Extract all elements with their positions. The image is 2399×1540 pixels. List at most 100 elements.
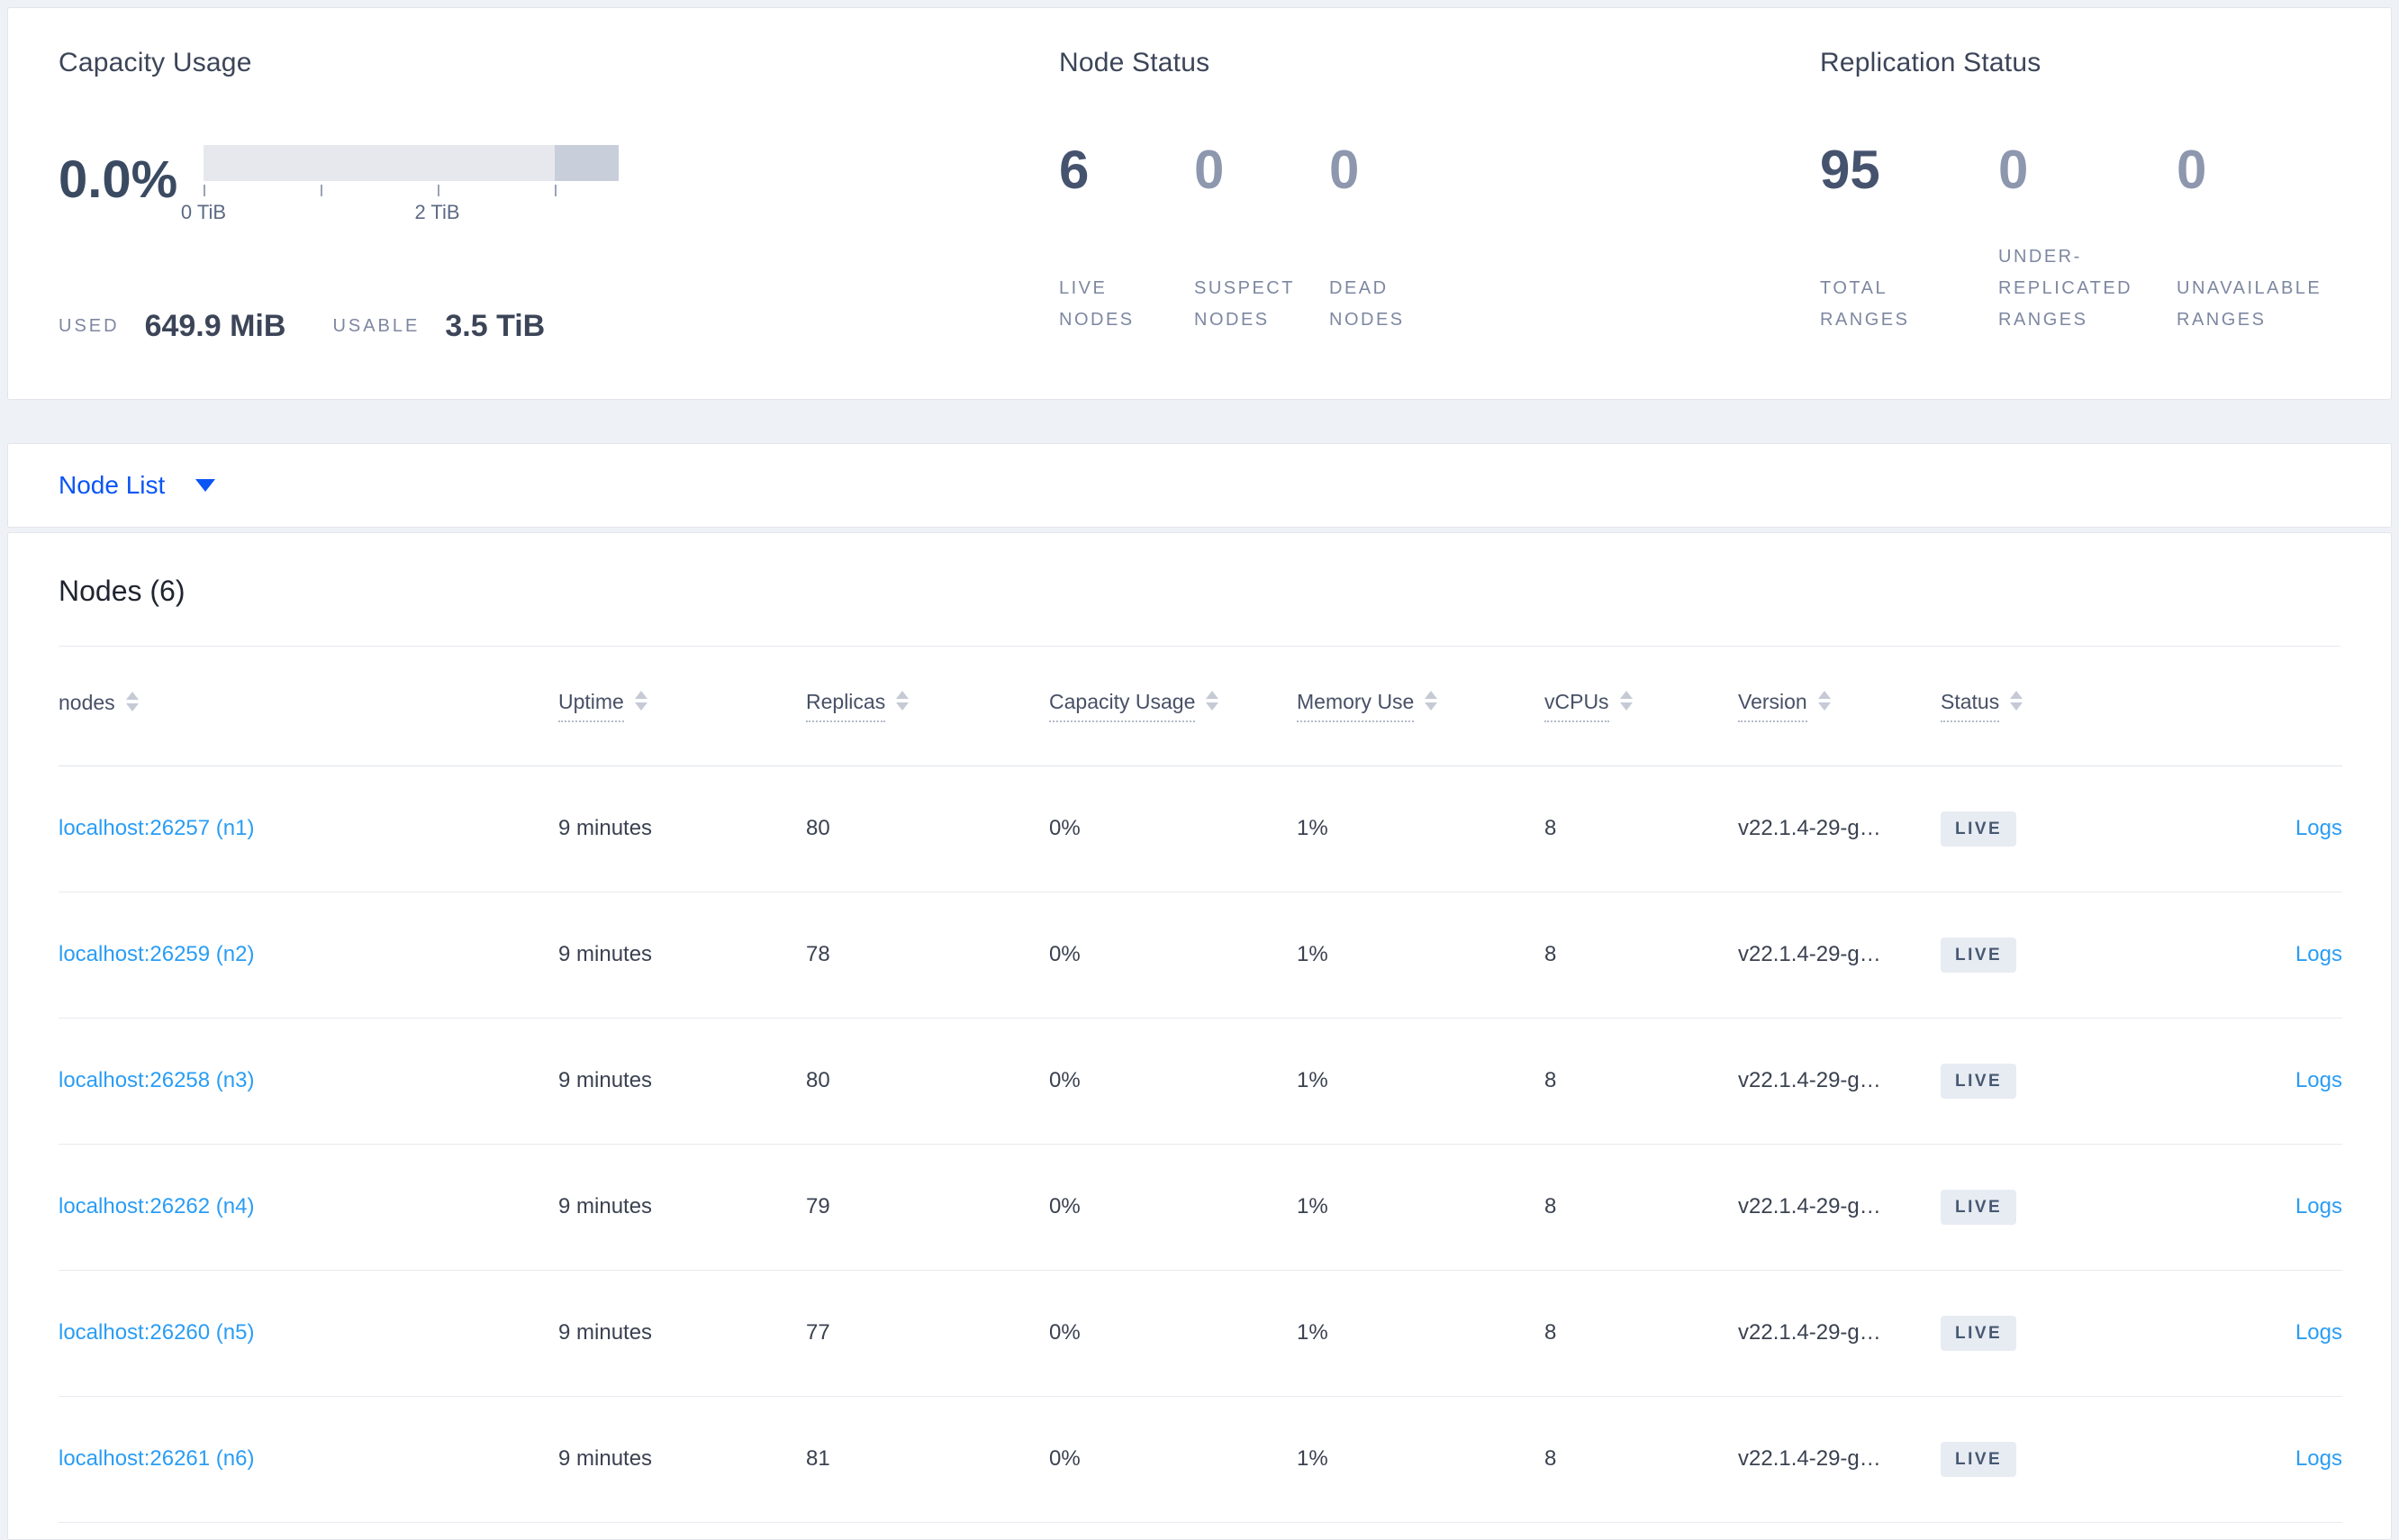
status-badge: LIVE [1941, 1441, 2017, 1477]
stat-label: TOTAL RANGES [1820, 278, 1910, 330]
status-badge: LIVE [1941, 1315, 2017, 1351]
node-link[interactable]: localhost:26257 (n1) [59, 816, 255, 840]
sort-icon [2010, 690, 2023, 711]
uptime-cell: 9 minutes [558, 1270, 806, 1397]
uptime-cell: 9 minutes [558, 1396, 806, 1523]
column-header-nodes[interactable]: nodes [59, 647, 558, 766]
sort-icon [1817, 690, 1831, 711]
node-status-title: Node Status [1059, 48, 1210, 77]
stat-suspect-nodes: 0 SUSPECT NODES [1194, 143, 1329, 336]
version-cell: v22.1.4-29-g… [1738, 1018, 1941, 1145]
version-cell: v22.1.4-29-g… [1738, 892, 1941, 1019]
used-label: USED [59, 316, 120, 336]
table-row: localhost:26258 (n3) 9 minutes 80 0% 1% … [59, 1018, 2342, 1145]
replication-status-panel: Replication Status 95 TOTAL RANGES 0 UND… [1820, 48, 2355, 363]
stat-dead-nodes: 0 DEAD NODES [1329, 143, 1464, 336]
memory-cell: 1% [1297, 1270, 1544, 1397]
stat-value: 0 [1998, 140, 2029, 200]
uptime-cell: 9 minutes [558, 1144, 806, 1271]
used-value: 649.9 MiB [144, 309, 286, 343]
nodes-count-title: Nodes (6) [59, 575, 186, 607]
axis-tick [554, 185, 557, 196]
sort-icon [1619, 690, 1633, 711]
status-badge: LIVE [1941, 937, 2017, 973]
capacity-percent: 0.0% [59, 150, 178, 209]
column-header-capacity-usage[interactable]: Capacity Usage [1049, 647, 1297, 766]
node-link[interactable]: localhost:26262 (n4) [59, 1194, 255, 1218]
version-cell: v22.1.4-29-g… [1738, 1396, 1941, 1523]
status-badge: LIVE [1941, 1189, 2017, 1225]
table-row: localhost:26261 (n6) 9 minutes 81 0% 1% … [59, 1396, 2342, 1523]
sort-icon [125, 691, 139, 711]
column-header-vcpus[interactable]: vCPUs [1544, 647, 1738, 766]
stat-value: 6 [1059, 140, 1090, 200]
vcpus-cell: 8 [1544, 1144, 1738, 1271]
node-link[interactable]: localhost:26258 (n3) [59, 1068, 255, 1092]
replicas-cell: 80 [806, 765, 1049, 892]
logs-link[interactable]: Logs [2295, 1068, 2342, 1092]
vcpus-cell: 8 [1544, 1270, 1738, 1397]
version-cell: v22.1.4-29-g… [1738, 765, 1941, 892]
view-selector-label: Node List [59, 471, 166, 499]
view-selector-bar: Node List [7, 443, 2392, 528]
node-link[interactable]: localhost:26259 (n2) [59, 942, 255, 966]
column-header-replicas[interactable]: Replicas [806, 647, 1049, 766]
sort-icon [634, 690, 647, 711]
view-selector-dropdown[interactable]: Node List [59, 471, 216, 500]
uptime-cell: 9 minutes [558, 1018, 806, 1145]
capacity-usage-title: Capacity Usage [59, 48, 252, 77]
capacity-cell: 0% [1049, 892, 1297, 1019]
stat-value: 0 [2177, 140, 2207, 200]
uptime-cell: 9 minutes [558, 765, 806, 892]
stat-live-nodes: 6 LIVE NODES [1059, 143, 1194, 336]
column-header-status[interactable]: Status [1941, 647, 2166, 766]
stat-total-ranges: 95 TOTAL RANGES [1820, 143, 1998, 336]
axis-tick [204, 185, 205, 196]
replicas-cell: 81 [806, 1396, 1049, 1523]
vcpus-cell: 8 [1544, 1018, 1738, 1145]
vcpus-cell: 8 [1544, 765, 1738, 892]
logs-link[interactable]: Logs [2295, 1446, 2342, 1471]
nodes-table: nodes Uptime Replicas Capacity Usage Mem… [59, 647, 2342, 1523]
sort-icon [1425, 690, 1438, 711]
status-badge: LIVE [1941, 811, 2017, 847]
table-row: localhost:26262 (n4) 9 minutes 79 0% 1% … [59, 1144, 2342, 1271]
node-link[interactable]: localhost:26260 (n5) [59, 1320, 255, 1345]
stat-value: 95 [1820, 140, 1880, 200]
logs-link[interactable]: Logs [2295, 1194, 2342, 1218]
capacity-cell: 0% [1049, 1270, 1297, 1397]
capacity-cell: 0% [1049, 1396, 1297, 1523]
capacity-bar-chart: 0 TiB 2 TiB [181, 145, 619, 226]
axis-tick-label: 0 TiB [180, 201, 227, 223]
stat-under-replicated-ranges: 0 UNDER-REPLICATED RANGES [1998, 143, 2177, 336]
stat-label: UNAVAILABLE RANGES [2177, 278, 2322, 330]
stat-label: DEAD NODES [1329, 278, 1405, 330]
stat-label: LIVE NODES [1059, 278, 1135, 330]
replicas-cell: 78 [806, 892, 1049, 1019]
capacity-cell: 0% [1049, 765, 1297, 892]
stat-label: UNDER-REPLICATED RANGES [1998, 247, 2133, 330]
table-row: localhost:26257 (n1) 9 minutes 80 0% 1% … [59, 765, 2342, 892]
column-header-uptime[interactable]: Uptime [558, 647, 806, 766]
capacity-cell: 0% [1049, 1018, 1297, 1145]
table-row: localhost:26259 (n2) 9 minutes 78 0% 1% … [59, 892, 2342, 1019]
capacity-bar-track [204, 145, 619, 181]
replicas-cell: 77 [806, 1270, 1049, 1397]
logs-link[interactable]: Logs [2295, 816, 2342, 840]
uptime-cell: 9 minutes [558, 892, 806, 1019]
status-badge: LIVE [1941, 1063, 2017, 1099]
axis-tick [320, 185, 322, 196]
column-header-version[interactable]: Version [1738, 647, 1941, 766]
column-header-memory-use[interactable]: Memory Use [1297, 647, 1544, 766]
logs-link[interactable]: Logs [2295, 1320, 2342, 1345]
vcpus-cell: 8 [1544, 892, 1738, 1019]
replication-status-title: Replication Status [1820, 48, 2041, 77]
version-cell: v22.1.4-29-g… [1738, 1144, 1941, 1271]
version-cell: v22.1.4-29-g… [1738, 1270, 1941, 1397]
stat-label: SUSPECT NODES [1194, 278, 1295, 330]
usable-value: 3.5 TiB [445, 309, 546, 343]
node-link[interactable]: localhost:26261 (n6) [59, 1446, 255, 1471]
sort-icon [896, 690, 910, 711]
capacity-cell: 0% [1049, 1144, 1297, 1271]
logs-link[interactable]: Logs [2295, 942, 2342, 966]
